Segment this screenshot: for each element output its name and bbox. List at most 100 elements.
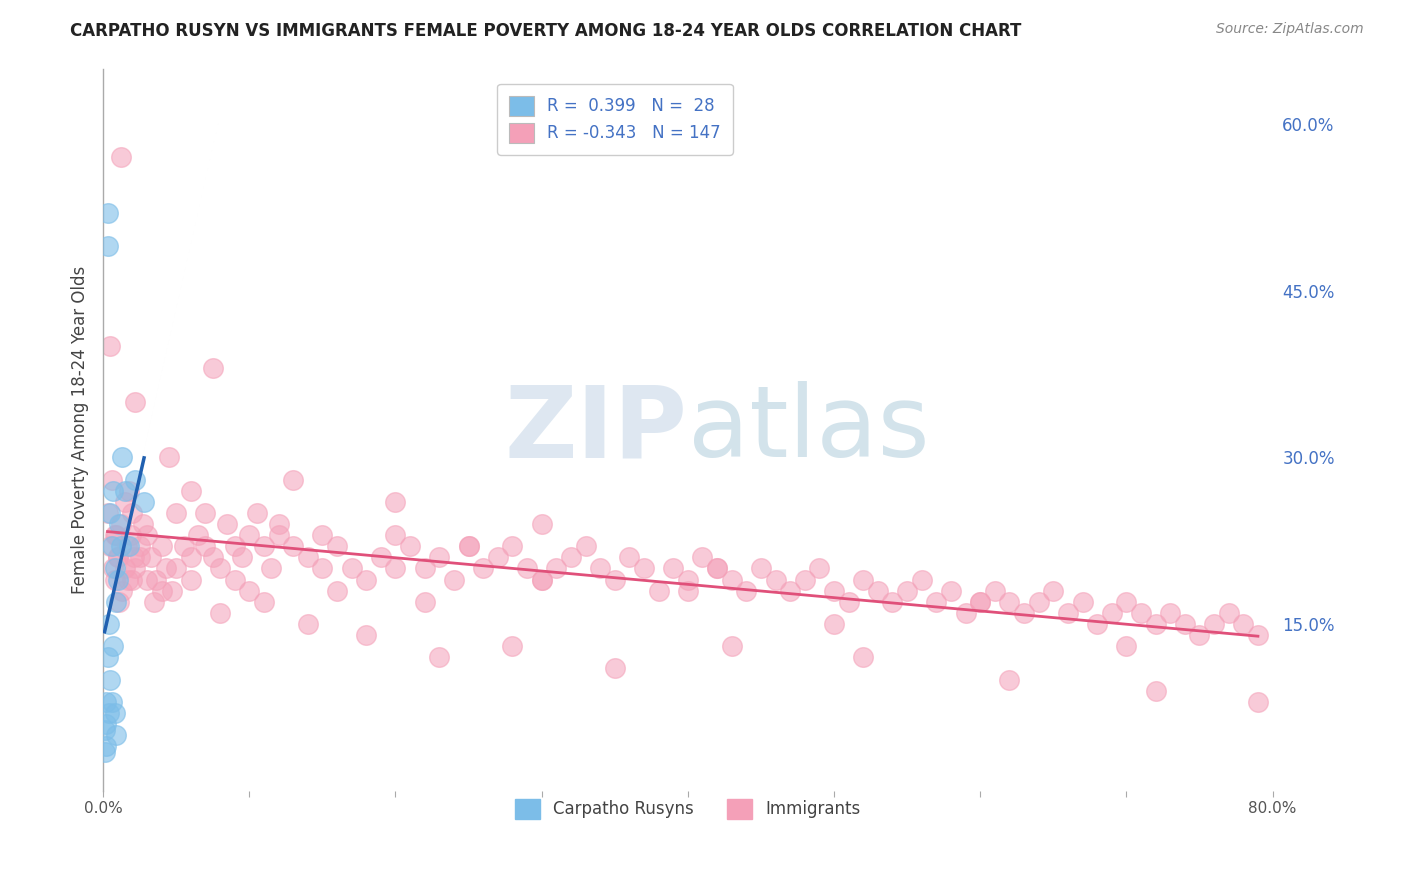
- Point: [121, 573, 143, 587]
- Point: [457, 539, 479, 553]
- Point: [574, 539, 596, 553]
- Point: [823, 583, 845, 598]
- Point: [735, 583, 758, 598]
- Point: [1174, 617, 1197, 632]
- Point: [852, 650, 875, 665]
- Point: [297, 617, 319, 632]
- Point: [443, 573, 465, 587]
- Point: [1012, 606, 1035, 620]
- Point: [124, 473, 146, 487]
- Point: [808, 561, 831, 575]
- Point: [108, 516, 131, 531]
- Point: [141, 550, 163, 565]
- Point: [157, 450, 180, 465]
- Text: Source: ZipAtlas.com: Source: ZipAtlas.com: [1216, 22, 1364, 37]
- Point: [217, 516, 239, 531]
- Point: [253, 539, 276, 553]
- Point: [96, 506, 118, 520]
- Point: [180, 550, 202, 565]
- Point: [110, 150, 132, 164]
- Text: CARPATHO RUSYN VS IMMIGRANTS FEMALE POVERTY AMONG 18-24 YEAR OLDS CORRELATION CH: CARPATHO RUSYN VS IMMIGRANTS FEMALE POVE…: [70, 22, 1022, 40]
- Point: [706, 561, 728, 575]
- Point: [619, 550, 641, 565]
- Point: [94, 717, 117, 731]
- Point: [939, 583, 962, 598]
- Point: [1115, 595, 1137, 609]
- Point: [647, 583, 669, 598]
- Point: [1057, 606, 1080, 620]
- Point: [720, 639, 742, 653]
- Point: [100, 539, 122, 553]
- Point: [238, 583, 260, 598]
- Point: [114, 561, 136, 575]
- Point: [110, 539, 132, 553]
- Point: [911, 573, 934, 587]
- Point: [143, 595, 166, 609]
- Point: [209, 606, 232, 620]
- Point: [136, 528, 159, 542]
- Point: [486, 550, 509, 565]
- Point: [457, 539, 479, 553]
- Point: [105, 528, 128, 542]
- Point: [107, 573, 129, 587]
- Point: [105, 728, 128, 742]
- Point: [560, 550, 582, 565]
- Point: [1042, 583, 1064, 598]
- Point: [98, 617, 121, 632]
- Point: [180, 573, 202, 587]
- Point: [1232, 617, 1254, 632]
- Point: [165, 506, 187, 520]
- Point: [413, 561, 436, 575]
- Text: ZIP: ZIP: [505, 381, 688, 478]
- Point: [94, 739, 117, 754]
- Point: [267, 528, 290, 542]
- Point: [104, 528, 127, 542]
- Point: [136, 573, 159, 587]
- Point: [838, 595, 860, 609]
- Point: [1144, 683, 1167, 698]
- Point: [128, 539, 150, 553]
- Point: [399, 539, 422, 553]
- Point: [384, 561, 406, 575]
- Text: atlas: atlas: [688, 381, 929, 478]
- Point: [1247, 628, 1270, 642]
- Point: [1188, 628, 1211, 642]
- Point: [326, 583, 349, 598]
- Point: [340, 561, 363, 575]
- Point: [93, 723, 115, 737]
- Point: [676, 583, 699, 598]
- Point: [866, 583, 889, 598]
- Point: [104, 561, 127, 575]
- Point: [969, 595, 991, 609]
- Point: [603, 573, 626, 587]
- Point: [94, 695, 117, 709]
- Point: [823, 617, 845, 632]
- Point: [749, 561, 772, 575]
- Point: [246, 506, 269, 520]
- Point: [297, 550, 319, 565]
- Point: [103, 639, 125, 653]
- Point: [101, 473, 124, 487]
- Point: [117, 573, 139, 587]
- Point: [1159, 606, 1181, 620]
- Point: [530, 573, 553, 587]
- Point: [131, 516, 153, 531]
- Point: [231, 550, 253, 565]
- Point: [589, 561, 612, 575]
- Point: [101, 539, 124, 553]
- Point: [384, 528, 406, 542]
- Point: [93, 745, 115, 759]
- Point: [998, 673, 1021, 687]
- Point: [676, 573, 699, 587]
- Point: [180, 483, 202, 498]
- Point: [118, 539, 141, 553]
- Point: [720, 573, 742, 587]
- Point: [793, 573, 815, 587]
- Point: [96, 650, 118, 665]
- Point: [1218, 606, 1240, 620]
- Point: [111, 450, 134, 465]
- Point: [283, 539, 305, 553]
- Point: [779, 583, 801, 598]
- Point: [224, 573, 246, 587]
- Point: [472, 561, 495, 575]
